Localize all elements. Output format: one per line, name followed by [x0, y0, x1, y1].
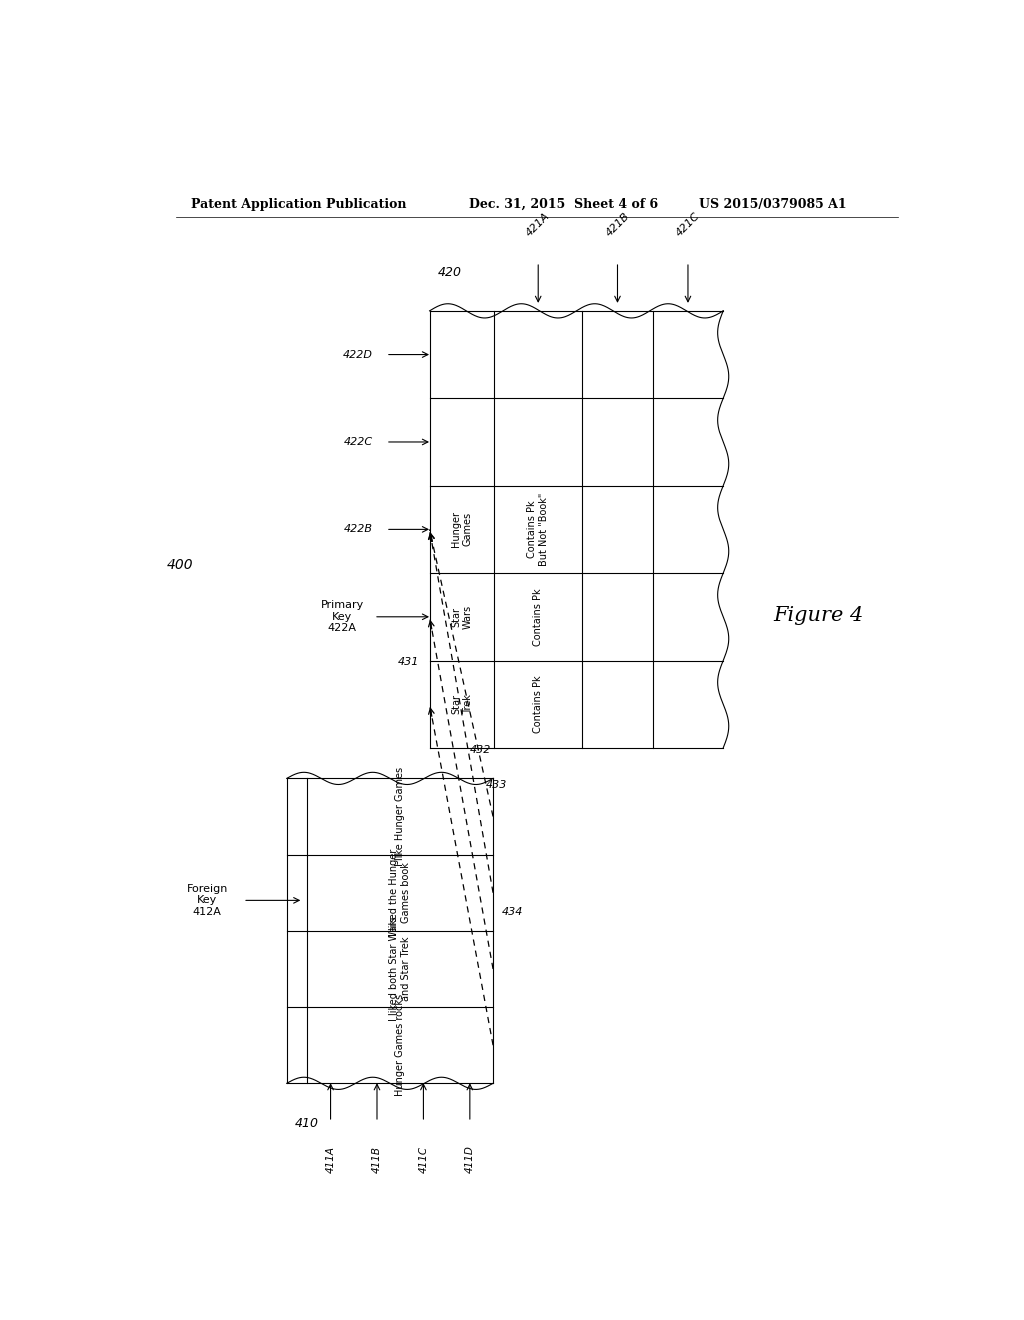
Text: I like Hunger Games: I like Hunger Games — [395, 767, 406, 866]
Text: 421C: 421C — [674, 211, 701, 239]
Text: Dec. 31, 2015  Sheet 4 of 6: Dec. 31, 2015 Sheet 4 of 6 — [469, 198, 658, 211]
Text: Patent Application Publication: Patent Application Publication — [191, 198, 407, 211]
Text: 433: 433 — [485, 780, 507, 791]
Text: Figure 4: Figure 4 — [773, 606, 863, 626]
Text: 422C: 422C — [344, 437, 373, 447]
Text: 420: 420 — [437, 265, 462, 279]
Text: 411A: 411A — [326, 1146, 336, 1173]
Text: 411B: 411B — [372, 1146, 382, 1173]
Text: Foreign
Key
412A: Foreign Key 412A — [186, 884, 228, 917]
Text: 432: 432 — [470, 744, 492, 755]
Text: 434: 434 — [502, 907, 523, 917]
Text: Contains Pk
But Not "Book": Contains Pk But Not "Book" — [527, 492, 549, 566]
Text: Hunger
Games: Hunger Games — [451, 511, 473, 548]
Text: I liked the Hunger
Games book: I liked the Hunger Games book — [389, 849, 411, 936]
Text: Star
Wars: Star Wars — [451, 605, 473, 628]
Text: 422B: 422B — [344, 524, 373, 535]
Text: Contains Pk: Contains Pk — [534, 676, 543, 733]
Text: 411D: 411D — [465, 1146, 475, 1173]
Text: Star
Trek: Star Trek — [451, 694, 473, 714]
Text: US 2015/0379085 A1: US 2015/0379085 A1 — [699, 198, 847, 211]
Text: Contains Pk: Contains Pk — [534, 587, 543, 645]
Text: 431: 431 — [398, 657, 420, 667]
Text: I liked both Star Wars
and Star Trek: I liked both Star Wars and Star Trek — [389, 916, 411, 1022]
Text: 421A: 421A — [524, 211, 552, 238]
Text: 410: 410 — [295, 1118, 318, 1130]
Text: 411C: 411C — [419, 1146, 428, 1173]
Text: 421B: 421B — [604, 211, 631, 238]
Text: 422D: 422D — [343, 350, 373, 359]
Text: Hunger Games rocks: Hunger Games rocks — [395, 994, 406, 1097]
Text: Primary
Key
422A: Primary Key 422A — [321, 601, 364, 634]
Text: 400: 400 — [166, 558, 193, 572]
